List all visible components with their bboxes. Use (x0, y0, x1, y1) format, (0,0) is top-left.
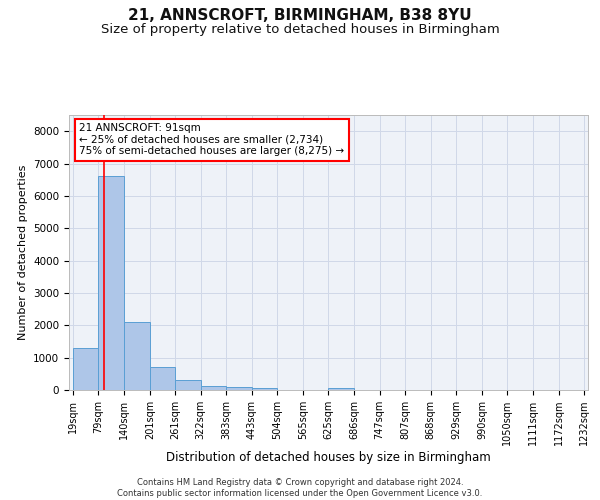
Text: Size of property relative to detached houses in Birmingham: Size of property relative to detached ho… (101, 22, 499, 36)
Bar (201, 386, 226, 390)
Bar (251, 388, 277, 390)
Bar (124, 322, 150, 390)
Text: 21 ANNSCROFT: 91sqm
← 25% of detached houses are smaller (2,734)
75% of semi-det: 21 ANNSCROFT: 91sqm ← 25% of detached ho… (79, 123, 344, 156)
Text: 21, ANNSCROFT, BIRMINGHAM, B38 8YU: 21, ANNSCROFT, BIRMINGHAM, B38 8YU (128, 8, 472, 22)
Bar (328, 388, 354, 390)
Bar (98, 176, 124, 390)
X-axis label: Distribution of detached houses by size in Birmingham: Distribution of detached houses by size … (166, 451, 491, 464)
Bar (150, 368, 175, 390)
Bar (226, 388, 251, 390)
Bar (175, 380, 201, 390)
Bar (73, 348, 98, 390)
Text: Contains HM Land Registry data © Crown copyright and database right 2024.
Contai: Contains HM Land Registry data © Crown c… (118, 478, 482, 498)
Y-axis label: Number of detached properties: Number of detached properties (17, 165, 28, 340)
